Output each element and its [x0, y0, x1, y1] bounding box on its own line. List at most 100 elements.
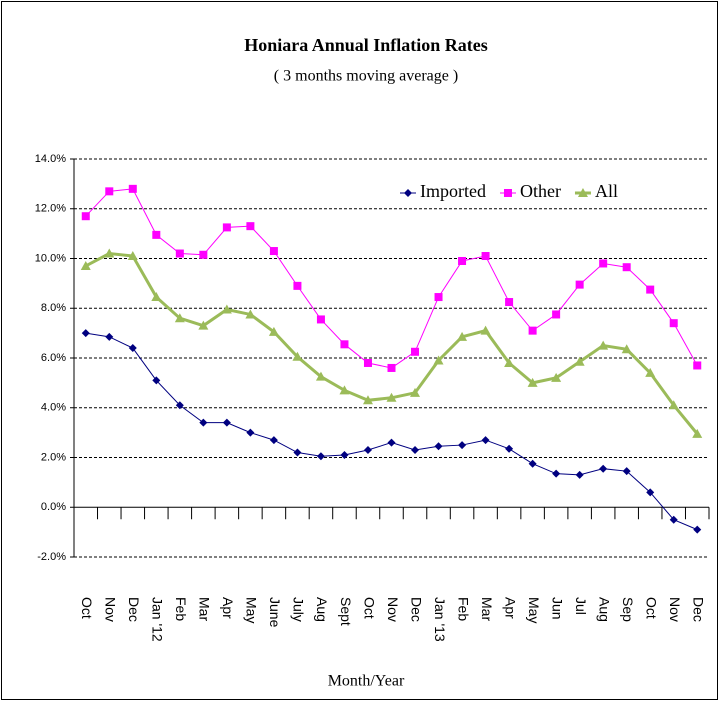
data-point: [81, 329, 90, 338]
legend-label: Imported: [420, 181, 486, 201]
x-tick-label: Nov: [667, 597, 683, 622]
data-point: [480, 325, 491, 335]
data-point: [340, 451, 349, 460]
data-point: [292, 351, 303, 361]
x-tick-label: Nov: [103, 597, 119, 622]
data-point: [528, 326, 537, 335]
data-point: [411, 446, 420, 455]
data-point: [339, 385, 350, 395]
data-point: [199, 418, 208, 427]
data-point: [245, 309, 256, 319]
x-tick-label: Aug: [596, 597, 612, 622]
x-axis-label: Month/Year: [328, 673, 405, 690]
legend-label: All: [595, 181, 618, 201]
data-point: [528, 459, 537, 468]
y-tick-label: 4.0%: [41, 402, 66, 414]
data-point: [363, 446, 372, 455]
x-tick-label: Oct: [644, 597, 660, 619]
x-tick-label: Aug: [314, 597, 330, 622]
x-tick-label: Feb: [455, 597, 471, 621]
data-point: [552, 310, 561, 319]
data-point: [316, 452, 325, 461]
data-point: [622, 263, 631, 272]
data-point: [128, 184, 137, 193]
data-point: [645, 367, 656, 377]
data-point: [199, 250, 208, 259]
data-point: [693, 525, 702, 534]
data-point: [293, 281, 302, 290]
data-point: [340, 340, 349, 349]
chart-frame: [1, 1, 718, 700]
data-point: [574, 356, 585, 366]
data-point: [386, 392, 397, 402]
data-point: [693, 361, 702, 370]
y-tick-label: 0.0%: [41, 501, 66, 513]
data-point: [575, 280, 584, 289]
data-point: [105, 332, 114, 341]
data-point: [552, 469, 561, 478]
data-point: [599, 464, 608, 473]
x-tick-label: Apr: [502, 597, 518, 619]
y-tick-label: 2.0%: [41, 451, 66, 463]
chart-title: Honiara Annual Inflation Rates: [244, 35, 488, 55]
data-point: [410, 387, 421, 397]
data-point: [434, 293, 443, 302]
data-point: [387, 363, 396, 372]
data-point: [646, 488, 655, 497]
data-point: [222, 418, 231, 427]
y-tick-label: 8.0%: [41, 302, 66, 314]
x-tick-label: May: [244, 597, 260, 623]
data-point: [152, 376, 161, 385]
data-point: [575, 470, 584, 479]
data-point: [151, 292, 162, 302]
data-point: [175, 401, 184, 410]
data-point: [621, 344, 632, 354]
data-point: [387, 438, 396, 447]
data-point: [316, 315, 325, 324]
data-point: [246, 222, 255, 231]
data-point: [505, 298, 514, 307]
data-point: [527, 377, 538, 387]
x-tick-label: Feb: [173, 597, 189, 621]
data-point: [127, 251, 138, 261]
data-point: [622, 467, 631, 476]
data-point: [80, 260, 91, 270]
x-tick-label: July: [291, 597, 307, 622]
x-tick-label: June: [267, 597, 283, 628]
data-point: [577, 188, 588, 197]
data-point: [269, 247, 278, 256]
data-point: [105, 187, 114, 196]
data-point: [152, 230, 161, 239]
data-point: [669, 319, 678, 328]
data-point: [503, 189, 512, 197]
data-point: [481, 252, 490, 261]
y-tick-label: 14.0%: [35, 153, 66, 165]
x-tick-label: Dec: [408, 597, 424, 622]
data-point: [246, 428, 255, 437]
x-tick-label: Jan '13: [432, 597, 448, 642]
x-tick-label: Mar: [197, 597, 213, 621]
data-point: [174, 313, 185, 323]
data-point: [221, 304, 232, 314]
data-point: [269, 436, 278, 445]
x-tick-label: Jun: [549, 597, 565, 620]
data-point: [104, 248, 115, 258]
data-point: [599, 259, 608, 268]
x-tick-label: Nov: [385, 597, 401, 622]
data-point: [434, 442, 443, 451]
data-point: [458, 441, 467, 450]
data-point: [315, 371, 326, 381]
data-point: [505, 444, 514, 453]
y-tick-label: -2.0%: [37, 551, 66, 563]
data-point: [128, 344, 137, 353]
data-point: [457, 331, 468, 341]
x-tick-label: Oct: [361, 597, 377, 619]
data-point: [598, 340, 609, 350]
x-tick-label: Sep: [620, 597, 636, 622]
data-point: [504, 357, 515, 367]
data-point: [222, 223, 231, 232]
data-point: [551, 372, 562, 382]
x-tick-label: Oct: [79, 597, 95, 619]
data-point: [268, 326, 279, 336]
